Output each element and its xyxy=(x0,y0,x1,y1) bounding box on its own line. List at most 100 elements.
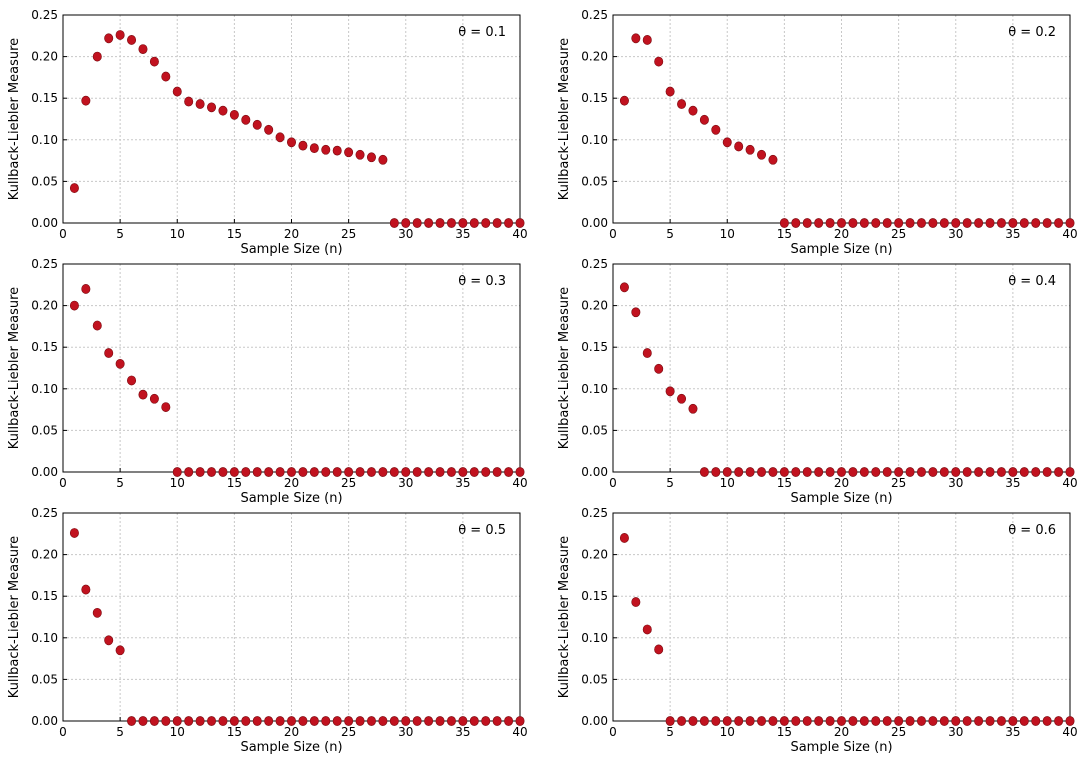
y-tick-label: 0.20 xyxy=(581,50,608,64)
data-point xyxy=(241,114,251,125)
data-point xyxy=(195,99,205,109)
x-tick-label: 0 xyxy=(59,227,67,241)
y-tick-label: 0.20 xyxy=(581,548,608,562)
y-tick-label: 0.15 xyxy=(581,91,608,105)
data-point xyxy=(996,467,1006,477)
x-tick-label: 20 xyxy=(284,476,299,490)
x-tick-label: 5 xyxy=(116,227,124,241)
data-point xyxy=(172,86,182,97)
x-tick-label: 10 xyxy=(170,227,185,241)
y-tick-label: 0.05 xyxy=(581,672,608,686)
data-point xyxy=(619,282,629,293)
chart-panel: 0 5 10 15 20 25 30 35 40 0.00 0.05 0.10 0.15 0.20 0.25… xyxy=(7,257,528,506)
data-point xyxy=(492,716,502,726)
data-point xyxy=(298,140,308,151)
data-point xyxy=(1054,467,1064,477)
data-point xyxy=(951,716,961,726)
data-point xyxy=(286,467,296,477)
y-axis-label: Kullback-Liebler Measure xyxy=(7,287,22,449)
data-point xyxy=(264,716,274,726)
data-point xyxy=(275,716,285,726)
data-point xyxy=(298,716,308,726)
data-point xyxy=(905,467,915,477)
data-point xyxy=(848,716,858,726)
data-point xyxy=(492,218,502,228)
data-point xyxy=(401,716,411,726)
x-tick-label: 35 xyxy=(455,476,470,490)
x-tick-label: 5 xyxy=(116,476,124,490)
y-tick-label: 0.05 xyxy=(31,672,58,686)
data-point xyxy=(974,716,984,726)
y-tick-label: 0.15 xyxy=(31,340,58,354)
y-tick-label: 0.05 xyxy=(31,174,58,188)
data-point xyxy=(631,597,641,607)
y-tick-label: 0.10 xyxy=(581,133,608,147)
data-point xyxy=(1031,467,1041,477)
x-tick-label: 30 xyxy=(398,227,413,241)
x-tick-label: 25 xyxy=(341,476,356,490)
data-point xyxy=(928,467,938,477)
data-point xyxy=(458,218,468,228)
data-point xyxy=(378,716,388,726)
data-point xyxy=(631,33,641,44)
x-tick-label: 35 xyxy=(1005,476,1020,490)
data-point xyxy=(905,218,915,228)
data-point xyxy=(104,33,114,44)
y-tick-label: 0.20 xyxy=(31,50,58,64)
data-point xyxy=(1054,218,1064,228)
data-point xyxy=(286,716,296,726)
data-point xyxy=(504,467,514,477)
y-tick-label: 0.00 xyxy=(31,714,58,728)
x-tick-label: 20 xyxy=(284,227,299,241)
data-point xyxy=(1042,716,1052,726)
data-point xyxy=(401,218,411,228)
data-point xyxy=(916,218,926,228)
x-tick-label: 5 xyxy=(666,725,674,739)
x-tick-label: 25 xyxy=(341,725,356,739)
data-point xyxy=(412,218,422,228)
data-point xyxy=(939,467,949,477)
data-point xyxy=(446,716,456,726)
x-tick-label: 15 xyxy=(777,227,792,241)
data-point xyxy=(309,716,319,726)
data-point xyxy=(355,467,365,477)
data-point xyxy=(871,716,881,726)
data-point xyxy=(229,716,239,726)
data-point xyxy=(848,467,858,477)
data-point xyxy=(779,218,789,228)
data-point xyxy=(252,119,262,130)
data-point xyxy=(309,143,319,154)
data-point xyxy=(939,716,949,726)
data-point xyxy=(195,467,205,477)
data-point xyxy=(1031,716,1041,726)
data-point xyxy=(344,467,354,477)
data-point xyxy=(859,467,869,477)
data-point xyxy=(619,533,629,543)
data-point xyxy=(745,144,755,155)
data-point xyxy=(825,716,835,726)
data-point xyxy=(195,716,205,726)
data-point xyxy=(779,467,789,477)
data-point xyxy=(631,307,641,318)
data-point xyxy=(321,716,331,726)
data-point xyxy=(985,218,995,228)
data-point xyxy=(481,218,491,228)
data-point xyxy=(504,716,514,726)
y-tick-label: 0.10 xyxy=(581,631,608,645)
y-tick-label: 0.10 xyxy=(31,133,58,147)
x-tick-label: 15 xyxy=(227,725,242,739)
x-axis-label: Sample Size (n) xyxy=(240,242,342,257)
y-axis-label: Kullback-Liebler Measure xyxy=(7,536,22,698)
chart-panel: 0 5 10 15 20 25 30 35 40 0.00 0.05 0.10 0.15 0.20 0.25… xyxy=(557,257,1078,506)
y-tick-label: 0.10 xyxy=(581,382,608,396)
data-point xyxy=(757,149,767,160)
x-tick-label: 10 xyxy=(720,476,735,490)
data-point xyxy=(814,218,824,228)
data-point xyxy=(366,152,376,163)
data-point xyxy=(161,402,171,413)
y-axis-label: Kullback-Liebler Measure xyxy=(7,38,22,200)
data-point xyxy=(677,393,687,404)
data-point xyxy=(711,716,721,726)
data-point xyxy=(722,716,732,726)
x-tick-label: 0 xyxy=(59,725,67,739)
